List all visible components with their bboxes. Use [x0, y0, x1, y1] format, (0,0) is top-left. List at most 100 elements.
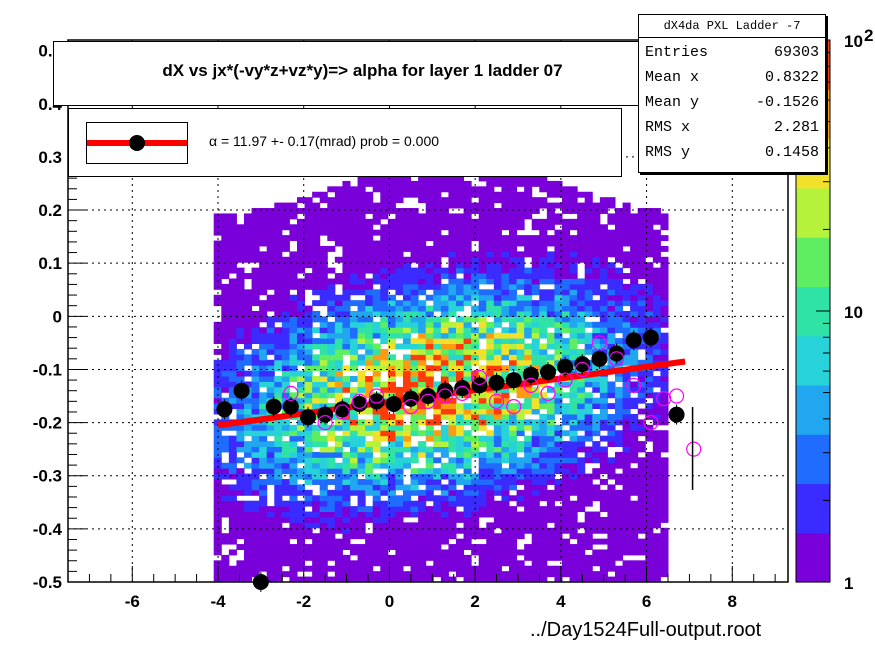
heatmap-cell [562, 321, 571, 328]
heatmap-cell [410, 267, 419, 274]
heatmap-cell [221, 560, 230, 567]
heatmap-cell [387, 473, 396, 480]
heatmap-cell [387, 235, 396, 242]
heatmap-cell [266, 511, 275, 518]
heatmap-cell [463, 479, 472, 485]
stat-value: 2.281 [773, 119, 819, 136]
heatmap-cell [372, 479, 381, 485]
heatmap-cell [531, 489, 540, 496]
heatmap-cell [531, 245, 540, 252]
heatmap-cell [274, 338, 283, 345]
heatmap-cell [645, 516, 654, 523]
heatmap-cell [418, 316, 427, 323]
heatmap-cell [297, 435, 306, 442]
heatmap-cell [365, 408, 374, 415]
heatmap-cell [266, 294, 275, 301]
heatmap-cell [395, 576, 404, 582]
heatmap-cell [509, 522, 518, 529]
heatmap-cell [228, 473, 237, 480]
heatmap-cell [660, 489, 669, 496]
heatmap-cell [327, 202, 336, 209]
heatmap-cell [304, 500, 313, 507]
heatmap-cell [456, 419, 465, 426]
heatmap-cell [630, 327, 639, 334]
heatmap-cell [440, 370, 449, 377]
heatmap-cell [387, 462, 396, 469]
heatmap-cell [251, 316, 260, 323]
heatmap-cell [592, 495, 601, 502]
heatmap-cell [304, 278, 313, 285]
heatmap-cell [615, 516, 624, 523]
heatmap-cell [592, 273, 601, 279]
heatmap-cell [531, 506, 540, 513]
heatmap-cell [387, 327, 396, 334]
heatmap-cell [365, 365, 374, 372]
heatmap-cell [244, 305, 253, 312]
heatmap-cell [615, 549, 624, 556]
heatmap-cell [630, 348, 639, 355]
heatmap-cell [433, 327, 442, 334]
heatmap-cell [410, 354, 419, 361]
heatmap-cell [501, 419, 510, 426]
heatmap-cell [213, 495, 222, 502]
heatmap-cell [357, 224, 366, 231]
heatmap-cell [281, 240, 290, 247]
heatmap-cell [304, 495, 313, 502]
heatmap-cell [289, 462, 298, 469]
heatmap-cell [312, 516, 321, 523]
heatmap-cell [456, 527, 465, 534]
heatmap-cell [259, 533, 268, 540]
heatmap-cell [410, 560, 419, 567]
heatmap-cell [546, 305, 555, 312]
heatmap-cell [365, 256, 374, 263]
heatmap-cell [213, 381, 222, 388]
heatmap-cell [524, 468, 533, 475]
heatmap-cell [251, 549, 260, 556]
heatmap-cell [387, 435, 396, 442]
heatmap-cell [221, 305, 230, 312]
heatmap-cell [652, 348, 661, 355]
heatmap-cell [637, 305, 646, 312]
heatmap-cell [380, 202, 389, 209]
heatmap-cell [493, 300, 502, 307]
heatmap-cell [577, 376, 586, 382]
heatmap-cell [440, 560, 449, 567]
heatmap-cell [312, 576, 321, 582]
heatmap-cell [312, 511, 321, 518]
heatmap-cell [524, 451, 533, 458]
heatmap-cell [486, 175, 495, 182]
heatmap-cell [342, 235, 351, 242]
heatmap-cell [645, 370, 654, 377]
heatmap-cell [380, 327, 389, 334]
heatmap-cell [281, 327, 290, 334]
heatmap-cell [251, 359, 260, 366]
heatmap-cell [592, 468, 601, 475]
heatmap-cell [342, 516, 351, 523]
heatmap-cell [433, 251, 442, 258]
heatmap-cell [637, 235, 646, 242]
heatmap-cell [554, 538, 563, 545]
heatmap-cell [463, 370, 472, 377]
heatmap-cell [251, 554, 260, 561]
heatmap-cell [516, 516, 525, 523]
heatmap-cell [395, 267, 404, 274]
heatmap-cell [266, 321, 275, 328]
heatmap-cell [395, 441, 404, 447]
heatmap-cell [433, 565, 442, 572]
heatmap-cell [501, 511, 510, 518]
heatmap-cell [531, 327, 540, 334]
heatmap-cell [342, 191, 351, 198]
heatmap-cell [637, 376, 646, 382]
heatmap-cell [266, 419, 275, 426]
heatmap-cell [509, 424, 518, 431]
heatmap-cell [289, 354, 298, 361]
heatmap-cell [554, 457, 563, 464]
heatmap-cell [297, 208, 306, 214]
heatmap-cell [630, 321, 639, 328]
heatmap-cell [493, 213, 502, 220]
heatmap-cell [244, 235, 253, 242]
heatmap-cell [380, 533, 389, 540]
heatmap-cell [236, 267, 245, 274]
heatmap-cell [509, 468, 518, 475]
heatmap-cell [433, 289, 442, 296]
